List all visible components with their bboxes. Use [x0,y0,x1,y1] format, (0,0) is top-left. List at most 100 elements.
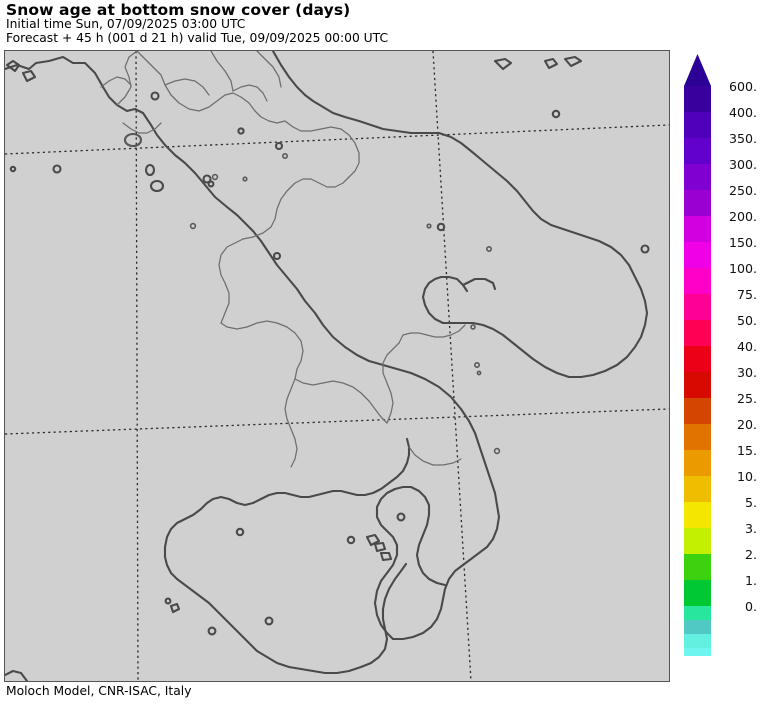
colorbar-band [684,476,711,502]
colorbar-tick-label: 150. [728,235,757,250]
colorbar-tick-label: 100. [728,261,757,276]
island-aeolian-1 [365,533,381,547]
colorbar-tick-label: 10. [736,469,757,484]
colorbar-tick-label: 400. [728,105,757,120]
colorbar-band [684,648,711,656]
colorbar-band [684,346,711,372]
colorbar-tick-label: 15. [736,443,757,458]
island-adriatic-e3 [563,55,583,68]
island-aeolian-4 [396,512,406,522]
map-panel[interactable] [4,50,670,682]
colorbar-tick-label: 300. [728,157,757,172]
graticule-meridian-2 [432,51,472,681]
island-small-2 [9,165,17,173]
border-lazio-molise [242,176,350,240]
colorbar-band [684,268,711,294]
island-ustica [346,535,356,545]
border-umbria-inner [164,78,210,96]
colorbar-tick-label: 3. [744,521,757,536]
border-tuscany-inner [100,76,132,88]
colorbar-band [684,138,711,164]
colorbar-tick-label: 5. [744,495,757,510]
colorbar-tick-label: 25. [736,391,757,406]
island-adriatic-e1 [493,57,513,71]
island-egadi-2 [164,597,172,605]
island-adriatic-e5 [551,109,561,119]
city-dot-6 [470,324,476,330]
colorbar-band [684,424,711,450]
island-capri [272,251,282,261]
city-dot-10 [426,223,432,229]
colorbar-tick-label: 600. [728,79,757,94]
colorbar-top-arrow [684,54,711,86]
colorbar-swatches [684,54,711,656]
colorbar-tick-label: 40. [736,339,757,354]
colorbar-tick-label: 30. [736,365,757,380]
island-aeolian-2 [373,541,387,553]
island-adriatic-e4 [640,244,650,254]
border-campania-basilicata [220,320,304,380]
colorbar-tick-label: 20. [736,417,757,432]
city-dot-5 [485,246,492,253]
model-credit: Moloch Model, CNR-ISAC, Italy [6,684,192,698]
border-puglia-inner [402,324,466,338]
graticule-grid [5,51,669,681]
colorbar-band [684,112,711,138]
island-tremiti [436,222,446,232]
colorbar: 600. 400. 350. 300. 250. 200. 150. 100. … [683,52,759,664]
island-nw-2 [21,69,37,83]
island-small-5 [202,174,212,184]
lake-trasimeno [124,133,142,147]
colorbar-tick-label: 1. [744,573,757,588]
island-nw-1 [5,59,21,73]
coast-sicily [163,437,411,675]
colorbar-tick-label: 2. [744,547,757,562]
header-block: Snow age at bottom snow cover (days) Ini… [6,2,706,45]
colorbar-band [684,216,711,242]
colorbar-band [684,634,711,648]
colorbar-band [684,450,711,476]
island-small-7 [274,141,284,151]
coast-tyrrhenian-north [5,55,501,641]
initial-time-line: Initial time Sun, 07/09/2025 03:00 UTC [6,17,246,31]
island-pantelleria [5,669,29,681]
city-dot-2 [211,173,219,181]
island-small-3 [150,91,160,101]
island-egadi [169,602,181,614]
colorbar-band [684,190,711,216]
city-dot-9 [493,447,501,455]
coastlines [5,51,650,681]
colorbar-band [684,398,711,424]
colorbar-tick-label: 50. [736,313,757,328]
island-sicily-inland [264,616,274,626]
colorbar-band [684,86,711,112]
border-umbria-marche [136,51,286,124]
city-dot-7 [473,361,480,368]
island-small-1 [52,164,62,174]
border-abruzzo-lazio [284,120,360,178]
colorbar-band [684,242,711,268]
border-tuscany-umbria [116,51,138,106]
colorbar-band [684,164,711,190]
city-dot-4 [281,153,288,160]
map-canvas[interactable] [5,51,669,681]
colorbar-tick-label: 75. [736,287,757,302]
border-campania-molise [218,238,244,324]
colorbar-band-group [684,86,711,656]
city-dot-3 [242,176,248,182]
administrative-borders [100,51,466,468]
graticule-parallel-2 [5,408,669,435]
gargano-hook [461,277,497,291]
colorbar-band [684,554,711,580]
colorbar-band [684,502,711,528]
page-title: Snow age at bottom snow cover (days) [6,1,351,19]
border-emilia [256,51,282,88]
graticule-parallel-1 [5,124,669,155]
colorbar-band [684,528,711,554]
colorbar-tick-label: 0. [744,599,757,614]
island-giglio [149,179,165,193]
colorbar-band [684,580,711,606]
colorbar-band [684,320,711,346]
coast-ionian-calabria [373,485,447,641]
colorbar-tick-label: 250. [728,183,757,198]
